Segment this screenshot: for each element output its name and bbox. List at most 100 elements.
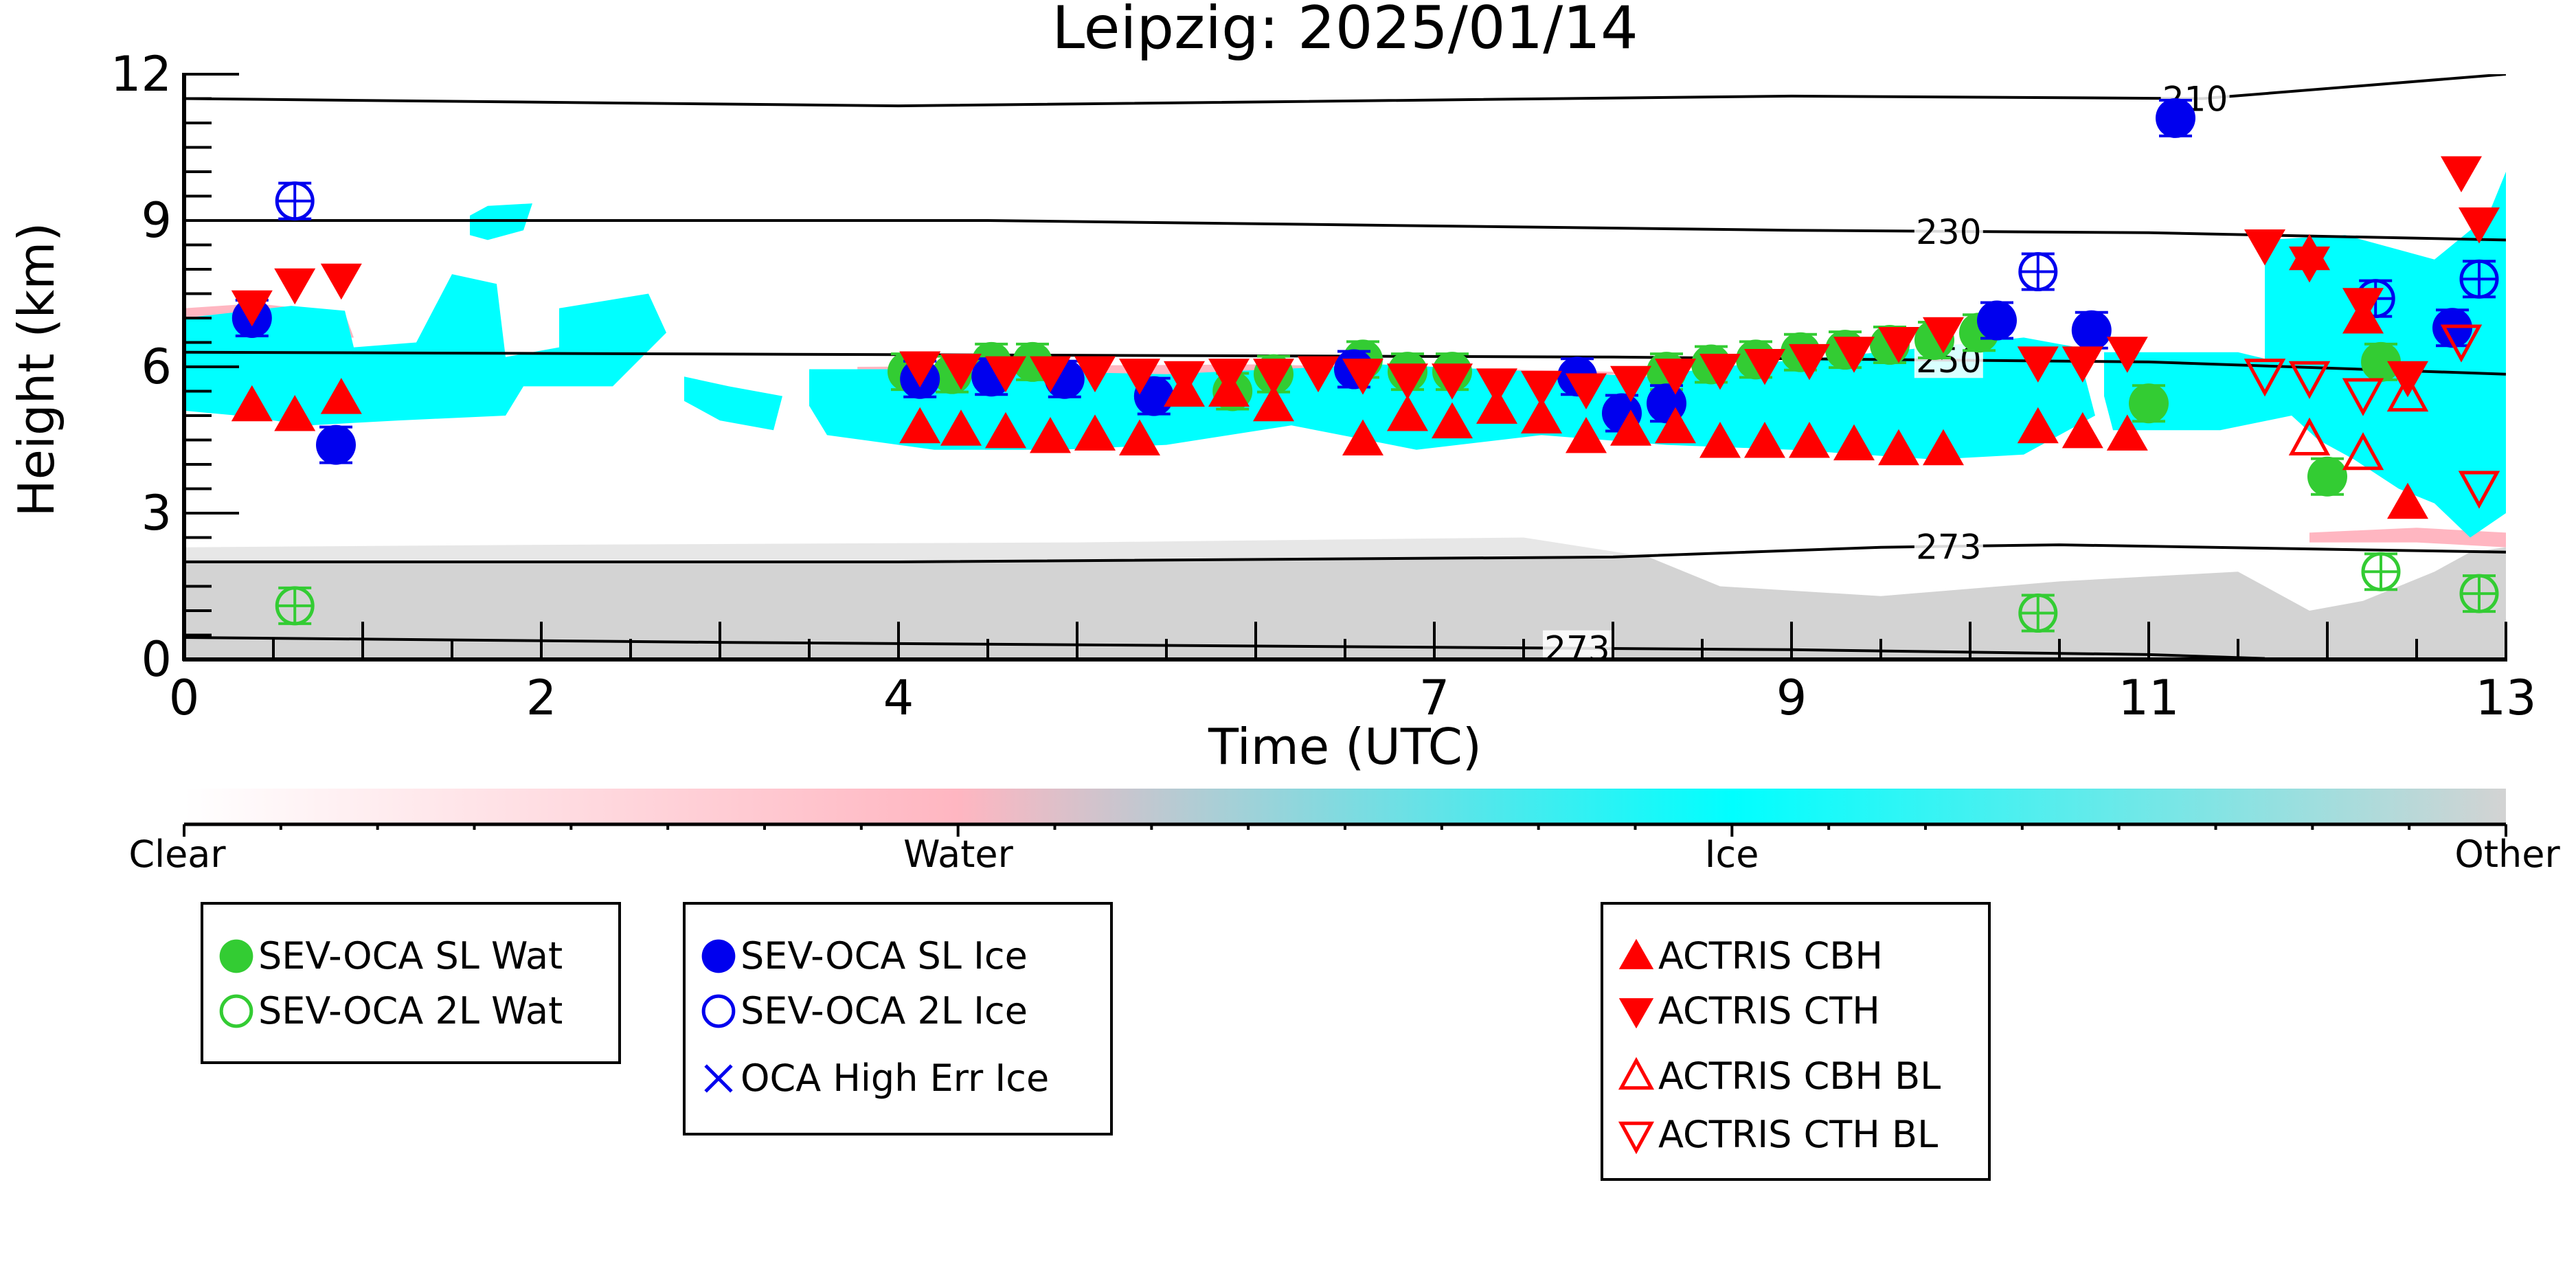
data-point [2129,383,2169,424]
data-point [1074,356,1116,393]
data-point [1566,373,1607,409]
legend-label: SEV-OCA 2L Wat [258,989,563,1032]
contour-line [184,219,2506,242]
data-point [2156,98,2195,138]
x-tick-label: 13 [2475,670,2536,726]
legend-item: ACTRIS CBH BL [1603,1049,1988,1104]
data-point [1476,387,1517,424]
legend-item: SEV-OCA 2L Wat [203,984,618,1039]
series-actris-cth [231,156,2500,409]
data-point [2459,574,2499,613]
data-point [1655,359,1696,395]
data-point [1164,361,1205,398]
data-point [2071,310,2112,350]
legend-item: SEV-OCA SL Ice [686,929,1110,984]
contour-label: 273 [1916,527,1981,567]
data-point [1789,343,1830,381]
data-point [2440,324,2483,363]
triangle-up-marker [1618,938,1654,969]
data-point [275,586,315,626]
ice-class-region [184,274,666,426]
contour-line [184,350,2506,376]
data-point [899,407,941,444]
open-triangle-up-marker [1618,1057,1655,1090]
legend-marker-shape [701,939,736,973]
data-point [1119,359,1160,395]
legend-marker-shape [1618,1121,1655,1155]
data-point [2342,288,2384,324]
data-point [1833,424,1875,461]
data-point [1610,365,1651,403]
data-point [1744,422,1785,458]
data-point [1521,397,1562,434]
x-axis-label: Time (UTC) [1208,718,1482,776]
y-tick-label: 6 [141,339,172,395]
data-point [2459,207,2500,244]
data-point [1030,356,1071,393]
x-tick-label: 2 [526,670,557,726]
y-axis-label: Height (km) [8,223,65,517]
x-tick-label: 9 [1776,670,1807,726]
ice-class-region [684,376,782,431]
data-point [1074,414,1116,451]
data-point [1789,422,1830,458]
data-point [274,268,316,305]
data-point [1432,363,1473,400]
chart-title: Leipzig: 2025/01/14 [1052,0,1638,63]
data-point [1119,419,1160,455]
open-circle-icon [698,984,739,1039]
data-point [2386,373,2429,412]
filled-circle-icon [698,929,739,984]
data-point [1030,416,1071,453]
data-point [320,378,362,414]
contour-line [184,543,2506,563]
legend-actris: ACTRIS CBH ACTRIS CTH ACTRIS CBH BL ACTR… [1601,902,1991,1181]
series-sev-oca-2l-ice [275,181,2499,319]
filled-circle-icon [216,929,257,984]
other-class-fringe [184,537,1649,562]
legend-label: ACTRIS CTH BL [1658,1113,1939,1156]
data-point [2458,471,2500,509]
data-point [2244,359,2286,397]
data-point [2288,361,2331,399]
data-point [1878,327,1919,363]
data-point [2244,229,2285,266]
data-point [1208,359,1250,395]
contour-label-bg [1914,528,1983,565]
open-triangle-down-marker [1618,1121,1655,1155]
series-sev-oca-2l-wat [275,552,2499,633]
data-point [2106,337,2148,373]
legend-marker-shape [704,1064,733,1093]
data-point [320,263,362,300]
contour-label-bg [1914,213,1983,249]
data-point [1699,422,1741,458]
data-point [1387,395,1428,431]
data-series [231,98,2500,633]
open-circle-marker [219,994,253,1028]
contour-label-bg [1543,630,1612,659]
classification-colorbar [184,789,2506,824]
data-point [1342,359,1383,395]
legend-label: SEV-OCA SL Wat [258,934,563,978]
y-tick-label: 9 [141,192,172,249]
data-point [2387,482,2428,519]
filled-circle-marker [219,939,253,973]
data-point [1476,368,1517,405]
data-point [316,425,356,465]
x-tick-label: 0 [169,670,200,726]
legend-marker-shape [219,994,253,1028]
data-point [275,181,315,221]
colorbar-label-other: Other [2454,833,2560,876]
x-marker [704,1064,733,1093]
legend-label: ACTRIS CTH [1658,989,1880,1032]
contour-line [184,74,2506,108]
x-tick-label: 11 [2118,670,2179,726]
y-tick-label: 12 [111,46,172,102]
data-point [1923,317,1964,354]
legend-label: SEV-OCA SL Ice [741,934,1028,978]
data-point [2018,594,2058,633]
data-point [899,351,941,387]
data-point [2106,414,2148,451]
legend-marker-shape [1618,998,1654,1029]
